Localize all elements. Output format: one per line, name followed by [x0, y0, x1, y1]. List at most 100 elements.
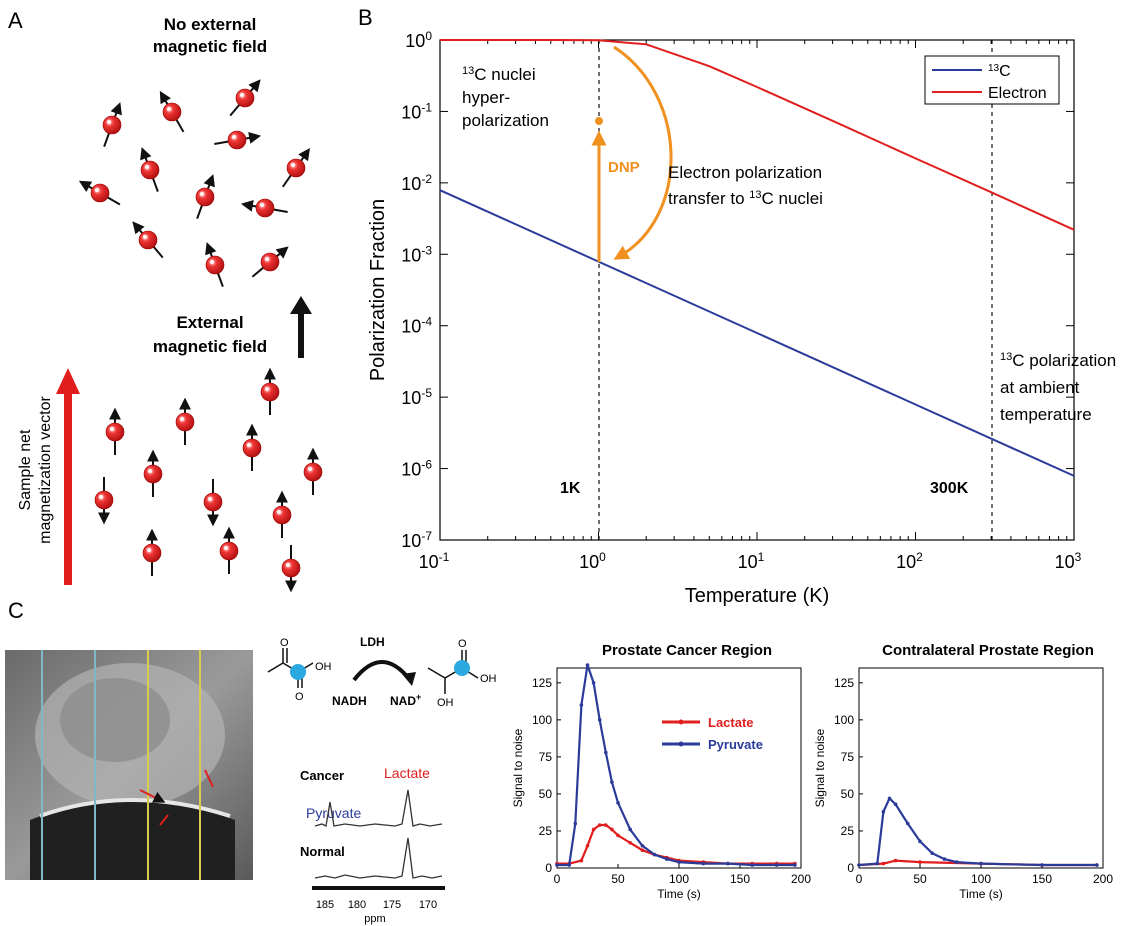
lactate-oh-right: OH	[480, 673, 497, 685]
data-point	[1095, 863, 1099, 867]
plot-series	[439, 39, 1075, 477]
data-point	[930, 851, 934, 855]
annotation-transfer-1: Electron polarization	[668, 163, 822, 182]
spin-icon	[240, 198, 288, 218]
annotation-hyperpolarization-3: polarization	[462, 111, 549, 130]
cancer-chart-title: Prostate Cancer Region	[602, 642, 772, 659]
annotation-hyperpolarization-1: 13C nuclei	[462, 65, 536, 84]
cancer-chart-frame	[556, 667, 802, 869]
data-point	[591, 827, 596, 832]
spin-icon	[132, 221, 164, 259]
spin-icon	[214, 130, 262, 150]
contralateral-chart-ylabel: Signal to noise	[813, 728, 827, 807]
labeled-carbon	[290, 664, 306, 680]
spin-icon	[281, 148, 310, 188]
x-axis-label: Temperature (K)	[685, 585, 830, 607]
cancer-chart-axes: 0 50 100 150 200 0 25 50 75 100 125	[532, 676, 811, 886]
series-line-electron	[440, 39, 1075, 231]
y-tick-label: 10-5	[401, 386, 432, 408]
data-point	[918, 839, 922, 844]
legend-box	[924, 55, 1060, 105]
series-line-pyruvate	[557, 664, 795, 867]
legend-lactate: Lactate	[708, 715, 754, 730]
pyruvate-o-bottom: O	[295, 691, 304, 703]
y-tick-label: 10-1	[401, 100, 432, 122]
x-tick-label: 50	[913, 872, 927, 886]
data-point	[954, 860, 959, 864]
cancer-chart-ylabel: Signal to noise	[511, 728, 525, 807]
spectra: Cancer Lactate Pyruvate Normal 185 180 1…	[300, 765, 445, 925]
data-point	[628, 827, 632, 832]
data-point	[640, 843, 645, 848]
annotation-ambient-1: 13C polarization	[1000, 351, 1116, 370]
marker-300k: 300K	[930, 480, 969, 497]
pyruvate-oh: OH	[315, 661, 332, 673]
ldh-reaction: O O OH LDH NADH NAD+ O OH OH	[267, 635, 497, 709]
data-point	[750, 863, 754, 867]
lactate-structure	[427, 650, 479, 694]
data-point	[579, 703, 584, 707]
data-point	[555, 863, 559, 867]
mid-title-line2: magnetic field	[153, 337, 267, 356]
contralateral-region-chart: Contralateral Prostate Region 0 50 100 150 2…	[813, 642, 1113, 901]
y-tick-label: 0	[545, 861, 552, 875]
contralateral-chart-xlabel: Time (s)	[959, 887, 1003, 901]
contralateral-chart-title: Contralateral Prostate Region	[882, 642, 1094, 659]
panel-c-label: C	[8, 598, 24, 623]
data-point	[893, 858, 898, 863]
spin-icon	[143, 449, 163, 497]
x-tick-label: 100	[971, 872, 991, 886]
data-point	[585, 663, 590, 667]
ppm-tick-185: 185	[316, 899, 334, 911]
y-tick-label: 100	[532, 713, 552, 727]
contralateral-chart-frame	[858, 667, 1104, 869]
data-point	[979, 861, 983, 866]
data-point	[591, 681, 596, 685]
legend-c13: 13C	[988, 63, 1011, 81]
mid-title-line1: External	[176, 313, 243, 332]
data-point	[640, 848, 645, 853]
legend-electron: Electron	[988, 85, 1047, 102]
ppm-tick-175: 175	[383, 899, 401, 911]
mri-central-zone	[60, 678, 170, 762]
external-field-arrow-icon	[290, 296, 312, 358]
panel-a-label: A	[8, 8, 23, 33]
aligned-spins	[94, 367, 323, 593]
normal-spectrum	[314, 837, 443, 879]
contralateral-chart-series	[857, 796, 1099, 867]
mri-rectal-wall	[39, 798, 231, 818]
spin-icon	[205, 242, 225, 287]
y-tick-label: 25	[539, 824, 553, 838]
vector-label-line2: magnetization vector	[37, 396, 54, 544]
data-point	[597, 718, 602, 722]
spectra-pyruvate-label: Pyruvate	[306, 805, 361, 821]
annotation-hyperpolarization-2: hyper-	[462, 88, 510, 107]
y-tick-label: 10-7	[401, 529, 432, 551]
cancer-chart-series	[555, 663, 797, 867]
ppm-tick-180: 180	[348, 899, 366, 911]
enzyme-label: LDH	[360, 635, 385, 649]
cancer-region-chart: Prostate Cancer Region 0 50 100 150 200 0 25 50…	[511, 642, 811, 901]
data-point	[887, 796, 892, 801]
marker-1k: 1K	[560, 480, 581, 497]
data-point	[857, 863, 861, 867]
data-point	[906, 821, 910, 826]
x-tick-label: 100	[669, 872, 689, 886]
data-point	[893, 802, 898, 807]
data-point	[567, 863, 571, 867]
y-tick-label: 50	[539, 787, 553, 801]
nad-label: NAD+	[390, 692, 421, 708]
top-title-line2: magnetic field	[153, 37, 267, 56]
spin-icon	[229, 79, 261, 117]
ppm-label: ppm	[364, 913, 385, 925]
spin-icon	[78, 180, 121, 206]
spectra-cancer-label: Cancer	[300, 768, 344, 783]
y-tick-label: 50	[841, 787, 855, 801]
top-title-line1: No external	[164, 15, 257, 34]
data-point	[610, 780, 614, 784]
lesion-arrow-icon	[204, 769, 214, 788]
data-point	[677, 860, 681, 864]
reaction-arrowhead-icon	[402, 672, 416, 686]
y-tick-label: 25	[841, 824, 855, 838]
data-point	[652, 852, 657, 857]
